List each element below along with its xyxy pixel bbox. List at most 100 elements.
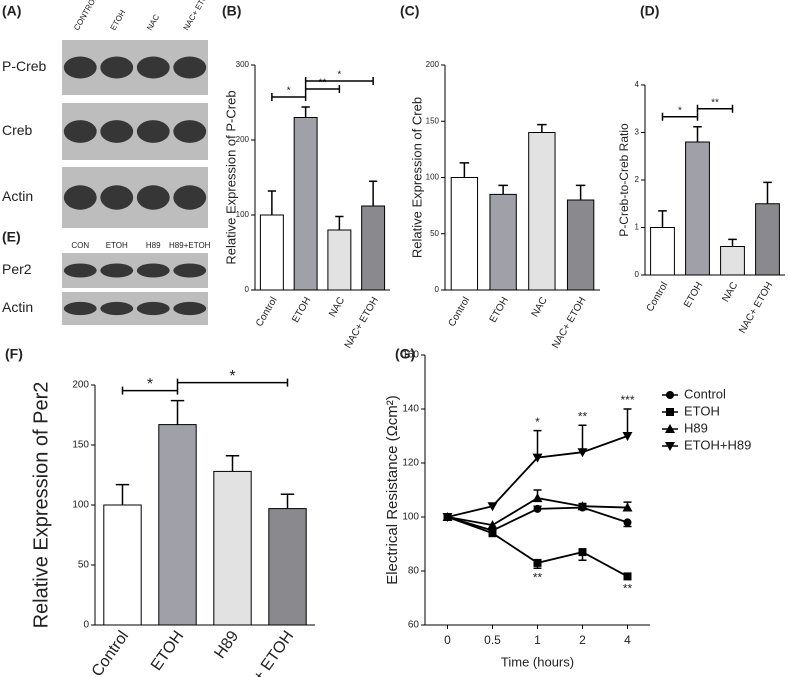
blot-band <box>63 56 97 79</box>
data-point <box>532 493 543 503</box>
blot-row-label: Creb <box>2 122 33 138</box>
data-point <box>487 502 498 512</box>
panel-label: (C) <box>400 3 419 19</box>
blot-band <box>173 185 207 210</box>
significance-bracket <box>661 112 699 121</box>
blot-band <box>173 56 207 79</box>
x-tick-label: 0 <box>444 633 451 647</box>
error-bar <box>533 429 542 458</box>
y-tick-label: 300 <box>236 60 250 69</box>
error-bar <box>763 181 772 204</box>
data-point <box>442 513 453 522</box>
x-tick-label: 0.5 <box>484 633 501 647</box>
y-tick-label: 0 <box>83 620 89 631</box>
y-tick-label: 2 <box>635 175 640 184</box>
lane-label: ETOH <box>106 241 128 250</box>
y-axis-label: P-Creb-to-Creb Ratio <box>617 123 631 237</box>
y-tick-label: 100 <box>426 173 440 182</box>
blot-band <box>136 120 170 143</box>
blot-band <box>173 301 207 316</box>
bar <box>158 424 197 626</box>
y-tick-label: 60 <box>408 620 420 631</box>
x-tick-label: 4 <box>624 633 631 647</box>
bar <box>268 508 307 626</box>
error-bar <box>115 483 130 505</box>
y-tick-label: 0 <box>635 270 640 279</box>
data-point <box>623 572 632 581</box>
error-bar <box>728 238 737 247</box>
blot-band <box>100 120 134 143</box>
legend-marker <box>666 408 674 416</box>
legend-marker <box>665 442 675 451</box>
y-tick-label: 160 <box>402 350 419 361</box>
significance-label: * <box>147 376 153 393</box>
panel-label: (B) <box>222 3 241 19</box>
error-bar <box>280 493 295 509</box>
legend-label: ETOH <box>684 403 720 418</box>
panel-label: (F) <box>5 346 23 362</box>
data-point <box>488 529 497 538</box>
lane-label: H89+ETOH <box>169 241 211 250</box>
blot-band <box>63 263 97 278</box>
error-bar <box>301 106 310 118</box>
significance-label: * <box>229 368 235 385</box>
blot-row-label: Per2 <box>2 261 32 277</box>
y-tick-label: 3 <box>635 128 640 137</box>
error-bar <box>498 184 508 195</box>
y-tick-label: 140 <box>402 404 419 415</box>
blot-row-label: P-Creb <box>2 58 47 74</box>
y-tick-label: 0 <box>435 285 440 294</box>
bar <box>361 205 386 291</box>
significance-label: ** <box>711 97 719 108</box>
y-tick-label: 1 <box>635 223 640 232</box>
panel-label: (A) <box>2 3 21 19</box>
y-tick-label: 120 <box>402 458 419 469</box>
significance-label: * <box>337 70 341 81</box>
bar <box>566 199 595 291</box>
significance-label: ** <box>578 409 588 423</box>
blot-row-label: Actin <box>2 188 33 204</box>
error-bar <box>537 123 547 133</box>
lane-label: H89 <box>146 241 161 250</box>
bar <box>528 132 556 291</box>
y-tick-label: 200 <box>426 60 440 69</box>
significance-bracket <box>176 378 289 387</box>
data-point <box>533 558 542 567</box>
bar <box>103 504 142 626</box>
blot-band <box>173 263 207 278</box>
y-tick-label: 4 <box>635 80 640 89</box>
y-tick-label: 200 <box>236 135 250 144</box>
error-bar <box>658 210 667 228</box>
significance-bracket <box>271 93 307 101</box>
data-point <box>533 504 542 513</box>
legend-marker <box>666 391 674 399</box>
error-bar <box>459 162 470 178</box>
blot-band <box>100 301 134 316</box>
error-bar <box>623 408 632 436</box>
error-bar <box>693 126 702 142</box>
data-point <box>623 518 632 527</box>
data-point <box>578 548 587 557</box>
bar <box>450 177 479 291</box>
blot-band <box>136 263 170 278</box>
error-bar <box>578 424 587 453</box>
data-point <box>577 501 588 511</box>
data-point <box>622 502 633 512</box>
legend-marker <box>665 424 675 433</box>
panel-label: (E) <box>2 229 21 245</box>
error-bar <box>225 455 240 472</box>
error-bar <box>170 399 185 425</box>
legend-label: H89 <box>684 420 708 435</box>
blot-row-label: Actin <box>2 299 33 315</box>
significance-bracket <box>304 77 374 85</box>
y-tick-label: 50 <box>78 560 90 571</box>
y-tick-label: 100 <box>236 210 250 219</box>
y-tick-label: 150 <box>426 116 440 125</box>
bar <box>327 229 352 291</box>
significance-bracket <box>304 85 341 93</box>
significance-label: * <box>535 415 540 429</box>
panel-label: (D) <box>640 3 659 19</box>
y-tick-label: 200 <box>72 380 89 391</box>
bar <box>489 193 517 291</box>
